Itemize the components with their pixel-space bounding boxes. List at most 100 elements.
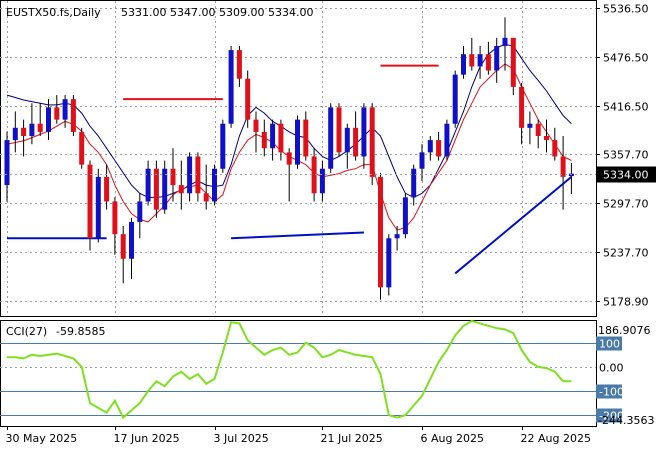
candle [378,172,383,300]
candle [477,46,483,79]
candle [444,119,450,161]
candle-body [328,107,334,169]
candle [195,152,201,202]
cci-pane-frame [0,320,597,427]
candle-body [153,168,159,210]
date-tick-label: 6 Aug 2025 [421,432,484,445]
candle-body [452,74,458,124]
candle [394,226,400,251]
candle [187,152,193,202]
candle-body [137,201,143,222]
candle [419,144,425,181]
level-line [231,231,364,240]
candle [87,160,93,251]
candle-body [369,107,375,177]
candle [129,217,134,280]
cci-max-label: 186.9076 [598,324,651,337]
candle [510,37,516,96]
candle [552,127,558,161]
candle-body [12,127,18,141]
price-tick-label: 5357.70 [603,149,649,162]
cci-tick-label: 100 [599,338,620,351]
date-axis: 30 May 2025 17 Jun 2025 3 Jul 2025 21 Jul 2… [6,426,591,445]
price-tick-label: 5536.50 [603,3,649,16]
candle-body [21,127,27,136]
candle [62,95,68,128]
candle [46,99,51,141]
candle [4,131,10,202]
price-pane: 5536.50 5476.50 5416.50 5357.70 5297.70 5237.… [0,0,656,317]
chart-header-symbol: EUSTX50.fs,Daily [6,6,101,19]
candle-body [560,156,566,177]
candle [278,119,284,161]
candle [203,164,209,210]
candle-body [527,123,533,128]
cci-tick-label: -100 [599,386,624,399]
candle [54,95,60,124]
candle [270,119,276,161]
candle [145,160,151,206]
candle [70,95,76,136]
candle [328,103,334,173]
candle [411,164,417,206]
candle-body [278,123,284,153]
candle [535,119,541,149]
candle-body [203,193,209,202]
candle [452,70,458,128]
candle [212,164,217,206]
current-price-label: 5334.00 [603,169,649,182]
candle-body [220,123,226,169]
date-tick-label: 17 Jun 2025 [114,432,180,445]
candle [137,193,143,239]
candle [485,41,491,75]
candle [344,123,350,169]
candle-body [311,156,317,194]
candle [112,197,118,255]
candle [104,164,110,210]
candle [519,82,525,145]
cci-grid [0,343,596,416]
candle-body [245,78,251,120]
candle-body [494,46,500,71]
candle-body [477,54,483,67]
candle [336,103,342,157]
candle-body [79,131,85,165]
candle [427,136,433,161]
cci-axis: 100 0.00 -100 -200 [596,336,624,423]
candle-body [544,136,549,141]
candle-body [361,107,367,157]
candle-body [344,127,350,153]
price-tick-label: 5476.50 [603,52,649,65]
candle-body [29,123,35,136]
chart-header-ohlc: 5331.00 5347.00 5309.00 5334.00 [121,6,313,19]
candle [560,136,566,210]
candle-body [394,234,400,239]
candle-body [95,176,101,239]
candle-body [461,54,466,75]
candle-body [485,54,491,71]
candle-body [87,164,93,239]
candle-body [170,168,176,186]
candle-body [236,50,242,79]
candle-body [469,54,475,67]
cci-level-box [596,336,622,351]
candle-body [270,123,276,149]
cci-pane: 100 0.00 -100 -200 CCI(27) -59.8585 186.907… [0,319,654,427]
candle [303,111,309,161]
candle-body [519,86,525,128]
candle-body [510,37,516,87]
candle [369,103,375,186]
date-tick-label: 30 May 2025 [6,432,78,445]
price-axis: 5536.50 5476.50 5416.50 5357.70 5297.70 5237.… [596,3,649,309]
candle-body [104,176,110,202]
cci-line [7,319,572,420]
candle [461,46,466,79]
candle [527,111,533,145]
candle-body [535,123,541,136]
candle-body [261,131,267,149]
candle-body [253,119,259,132]
cci-label: CCI(27) [6,325,47,338]
candle-body [228,50,234,124]
candle-body [4,140,10,186]
